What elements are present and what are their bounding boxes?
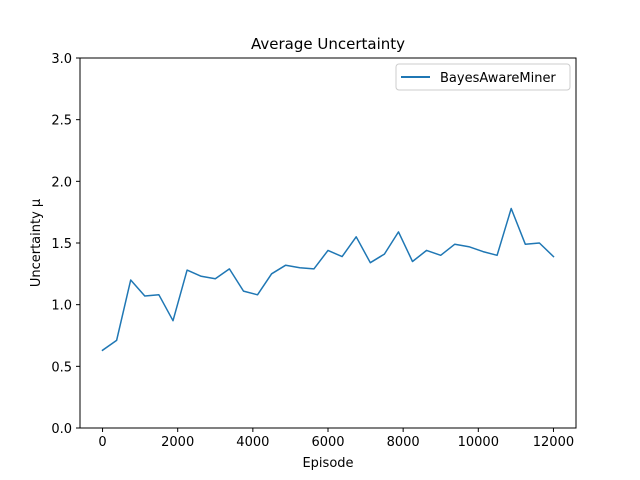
series-layer (101, 207, 555, 352)
x-tick-label: 0 (98, 435, 106, 450)
y-tick-label: 3.0 (51, 52, 72, 67)
x-tick-label: 2000 (161, 435, 194, 450)
x-axis-label: Episode (302, 456, 353, 471)
chart-title: Average Uncertainty (251, 35, 405, 53)
legend: BayesAwareMiner (395, 63, 571, 91)
x-tick-label: 6000 (311, 435, 344, 450)
y-tick-label: 1.0 (51, 299, 72, 314)
y-tick-label: 2.0 (51, 175, 72, 190)
x-axis: 0 2000 4000 6000 8000 10000 12000 (98, 428, 574, 450)
x-tick-label: 10000 (458, 435, 499, 450)
x-tick-label: 12000 (533, 435, 574, 450)
legend-entry-bayesawareminer: BayesAwareMiner (440, 71, 556, 86)
y-axis: 0.0 0.5 1.0 1.5 2.0 2.5 3.0 (51, 52, 80, 437)
series-line-bayesawareminer (101, 207, 555, 352)
y-tick-label: 1.5 (51, 237, 72, 252)
y-tick-label: 2.5 (51, 114, 72, 129)
x-tick-label: 4000 (236, 435, 269, 450)
y-tick-label: 0.5 (51, 360, 72, 375)
plot-area-frame (79, 57, 577, 429)
y-axis-label: Uncertainty μ (29, 199, 44, 287)
y-tick-label: 0.0 (51, 422, 72, 437)
legend-box (395, 63, 571, 91)
x-tick-label: 8000 (387, 435, 420, 450)
